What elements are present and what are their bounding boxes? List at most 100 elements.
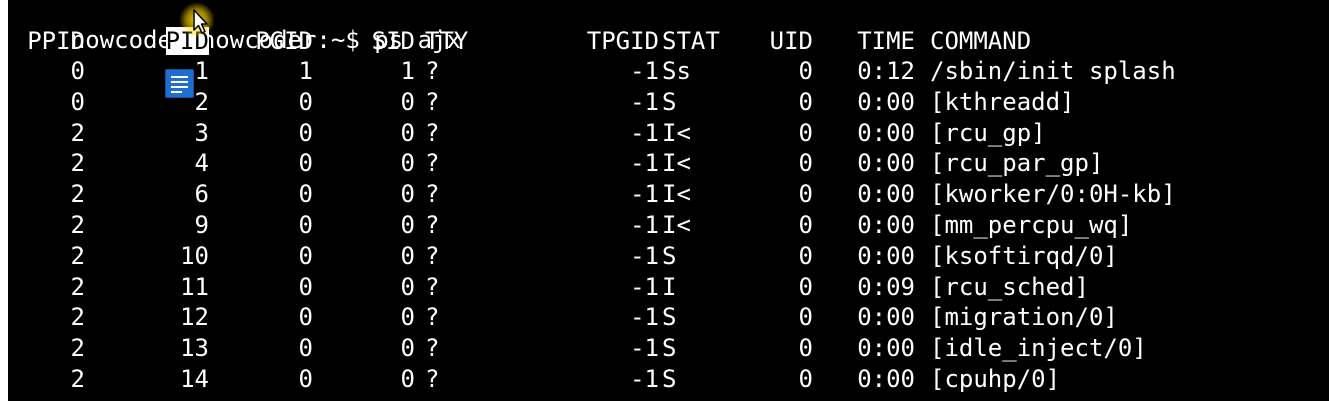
cell-sid: 0 [400,365,415,393]
cell-time: 0:12 [857,57,915,85]
cell-pid: 11 [180,272,209,301]
cell-cmd: /sbin/init splash [930,57,1176,85]
cell-uid: 0 [798,180,813,209]
cell-uid: 0 [798,241,813,270]
cell-cmd: [kworker/0:0H-kb] [930,180,1176,209]
cell-time: 0:00 [857,241,915,270]
cell-tty: ? [425,149,440,178]
cell-tpgid: -1 [630,241,659,270]
cell-time: 0:00 [857,211,915,239]
header-time: TIME [857,27,915,55]
cell-tty: ? [425,365,440,393]
cell-stat: I< [662,149,691,178]
cell-ppid: 2 [70,211,85,239]
cell-pid: 10 [180,241,209,270]
cell-tty: ? [425,211,440,239]
cell-pid: 1 [194,57,209,85]
cell-stat: I< [662,118,691,147]
cell-pid: 13 [180,334,209,363]
cell-tpgid: -1 [630,57,659,85]
cell-tpgid: -1 [630,272,659,301]
cell-cmd: [rcu_gp] [930,118,1046,147]
cell-tpgid: -1 [630,180,659,209]
document-notes-icon[interactable] [165,69,194,98]
cell-tty: ? [425,272,440,301]
cell-sid: 0 [400,118,415,147]
cell-pgid: 0 [298,118,313,147]
cell-uid: 0 [798,365,813,393]
cell-pid: 3 [194,118,209,147]
cell-stat: S [662,241,677,270]
cell-tpgid: -1 [630,87,659,116]
shell-prompt: nowcoder@nowcoder:~$ [70,26,375,54]
cell-pgid: 0 [298,241,313,270]
cell-sid: 0 [400,149,415,178]
cell-pid: 2 [194,87,209,116]
column-header-row: PPID PID PGID SID TTY TPGID STAT UID TIM… [13,26,1031,56]
cell-pid: 6 [194,180,209,209]
cell-time: 0:00 [857,334,915,363]
cell-uid: 0 [798,149,813,178]
cell-sid: 0 [400,211,415,239]
cell-pgid: 1 [298,57,313,85]
cell-pgid: 0 [298,211,313,239]
header-ppid: PPID [27,27,85,55]
cell-ppid: 2 [70,272,85,301]
prompt-line: nowcoder@nowcoder:~$ ps ajx [13,0,461,54]
cell-cmd: [kthreadd] [930,87,1075,116]
header-command: COMMAND [930,27,1032,55]
cell-cmd: [cpuhp/0] [930,365,1061,393]
cell-pgid: 0 [298,272,313,301]
cell-tty: ? [425,57,440,85]
cell-tpgid: -1 [630,118,659,147]
cell-uid: 0 [798,334,813,363]
cell-ppid: 2 [70,149,85,178]
cell-pgid: 0 [298,365,313,393]
cell-pid: 12 [180,303,209,332]
cell-stat: S [662,87,677,116]
cell-ppid: 0 [70,87,85,116]
cell-cmd: [rcu_par_gp] [930,149,1104,178]
cell-uid: 0 [798,57,813,85]
cell-tty: ? [425,87,440,116]
cell-cmd: [ksoftirqd/0] [930,241,1118,270]
cell-tty: ? [425,334,440,363]
header-pgid: PGID [255,27,313,55]
cell-pid: 9 [194,211,209,239]
cell-sid: 0 [400,272,415,301]
cell-tty: ? [425,241,440,270]
cell-tpgid: -1 [630,334,659,363]
cell-sid: 0 [400,87,415,116]
cell-ppid: 2 [70,118,85,147]
typed-command: ps ajx [374,26,461,54]
cell-tpgid: -1 [630,365,659,393]
cell-sid: 0 [400,303,415,332]
cell-pgid: 0 [298,87,313,116]
cell-sid: 0 [400,241,415,270]
cell-ppid: 0 [70,57,85,85]
cell-pid: 14 [180,365,209,393]
cell-time: 0:00 [857,365,915,393]
cell-pgid: 0 [298,149,313,178]
cell-tpgid: -1 [630,211,659,239]
header-stat: STAT [662,27,720,55]
cell-stat: S [662,303,677,332]
cell-stat: Ss [662,57,691,85]
cell-uid: 0 [798,118,813,147]
cell-sid: 1 [400,57,415,85]
cell-pid: 4 [194,149,209,178]
cell-tty: ? [425,180,440,209]
header-tpgid: TPGID [586,27,659,55]
cell-ppid: 2 [70,334,85,363]
cell-sid: 0 [400,334,415,363]
cell-time: 0:00 [857,180,915,209]
cell-cmd: [mm_percpu_wq] [930,211,1133,239]
terminal-window[interactable]: nowcoder@nowcoder:~$ ps ajx PPID PID PGI… [8,0,1329,401]
cell-ppid: 2 [70,303,85,332]
cell-tty: ? [425,303,440,332]
cell-sid: 0 [400,180,415,209]
cell-time: 0:00 [857,303,915,332]
header-sid: SID [371,27,415,55]
cell-cmd: [migration/0] [930,303,1118,332]
cell-stat: I< [662,211,691,239]
